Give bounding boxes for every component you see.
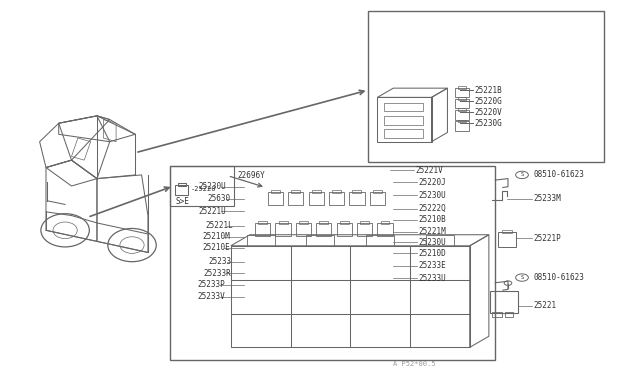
- Text: 25221P: 25221P: [534, 234, 561, 243]
- Text: -25220: -25220: [191, 186, 216, 192]
- Text: 25233V: 25233V: [198, 292, 225, 301]
- Text: 25221: 25221: [534, 301, 557, 311]
- Bar: [258, 221, 267, 224]
- Bar: [175, 185, 188, 195]
- Text: 25233: 25233: [209, 257, 232, 266]
- Text: 25630: 25630: [207, 194, 230, 203]
- Text: 25233E: 25233E: [419, 261, 447, 270]
- Text: 08510-61623: 08510-61623: [534, 273, 584, 282]
- Bar: [458, 109, 466, 111]
- Bar: [329, 192, 344, 205]
- Bar: [255, 223, 270, 236]
- Text: 25230U: 25230U: [199, 182, 227, 191]
- Bar: [502, 230, 512, 232]
- Text: 25221B: 25221B: [474, 86, 502, 94]
- Bar: [268, 192, 283, 205]
- Text: 25233M: 25233M: [534, 194, 561, 203]
- Bar: [384, 129, 423, 138]
- Text: 25221L: 25221L: [205, 221, 233, 230]
- Bar: [178, 183, 186, 186]
- Bar: [458, 97, 466, 100]
- Text: 25230U: 25230U: [419, 191, 447, 200]
- Text: 25230U: 25230U: [419, 238, 447, 247]
- Bar: [332, 190, 341, 193]
- Bar: [312, 190, 321, 193]
- Bar: [271, 190, 280, 193]
- Bar: [299, 221, 308, 224]
- Bar: [378, 97, 431, 142]
- Bar: [426, 235, 454, 246]
- Text: 25233U: 25233U: [419, 274, 447, 283]
- Bar: [366, 235, 394, 246]
- Bar: [458, 119, 466, 122]
- Bar: [458, 86, 466, 89]
- Bar: [455, 88, 469, 97]
- Text: 25210M: 25210M: [202, 232, 230, 241]
- Bar: [278, 221, 287, 224]
- Bar: [373, 190, 382, 193]
- Text: 25210D: 25210D: [419, 249, 447, 258]
- Bar: [492, 312, 502, 317]
- Bar: [275, 223, 291, 236]
- Text: 25233P: 25233P: [198, 280, 225, 289]
- Text: 22696Y: 22696Y: [237, 171, 265, 180]
- Text: 25221U: 25221U: [199, 206, 227, 216]
- Text: S>E: S>E: [175, 198, 189, 206]
- Bar: [296, 223, 311, 236]
- Bar: [231, 246, 470, 347]
- Bar: [384, 103, 423, 112]
- Text: 25220G: 25220G: [474, 97, 502, 106]
- Bar: [349, 192, 365, 205]
- Bar: [381, 221, 390, 224]
- Bar: [307, 235, 335, 246]
- Text: 25210B: 25210B: [419, 215, 447, 224]
- Bar: [316, 223, 332, 236]
- Bar: [308, 192, 324, 205]
- Text: 25233R: 25233R: [204, 269, 231, 278]
- Bar: [499, 232, 516, 247]
- Text: 25210E: 25210E: [202, 243, 230, 252]
- Bar: [368, 11, 604, 162]
- Text: S: S: [520, 275, 524, 280]
- Bar: [384, 116, 423, 125]
- Bar: [455, 99, 469, 109]
- Text: A P52*00.5: A P52*00.5: [394, 361, 436, 367]
- Bar: [246, 235, 275, 246]
- Bar: [455, 121, 469, 131]
- Bar: [288, 192, 303, 205]
- Bar: [455, 110, 469, 119]
- Bar: [170, 166, 495, 359]
- Bar: [490, 291, 518, 312]
- Bar: [357, 223, 372, 236]
- Bar: [291, 190, 300, 193]
- Text: S: S: [520, 173, 524, 177]
- Bar: [360, 221, 369, 224]
- Bar: [353, 190, 362, 193]
- Text: 25230G: 25230G: [474, 119, 502, 128]
- Bar: [370, 192, 385, 205]
- Bar: [378, 223, 393, 236]
- Bar: [170, 166, 234, 206]
- Text: 08510-61623: 08510-61623: [534, 170, 584, 179]
- Text: 25220J: 25220J: [419, 178, 447, 187]
- Bar: [506, 312, 513, 317]
- Bar: [340, 221, 349, 224]
- Bar: [319, 221, 328, 224]
- Text: 25222Q: 25222Q: [419, 204, 447, 214]
- Bar: [337, 223, 352, 236]
- Text: 25221M: 25221M: [419, 227, 447, 236]
- Text: 25221V: 25221V: [415, 166, 444, 175]
- Text: 25220V: 25220V: [474, 108, 502, 117]
